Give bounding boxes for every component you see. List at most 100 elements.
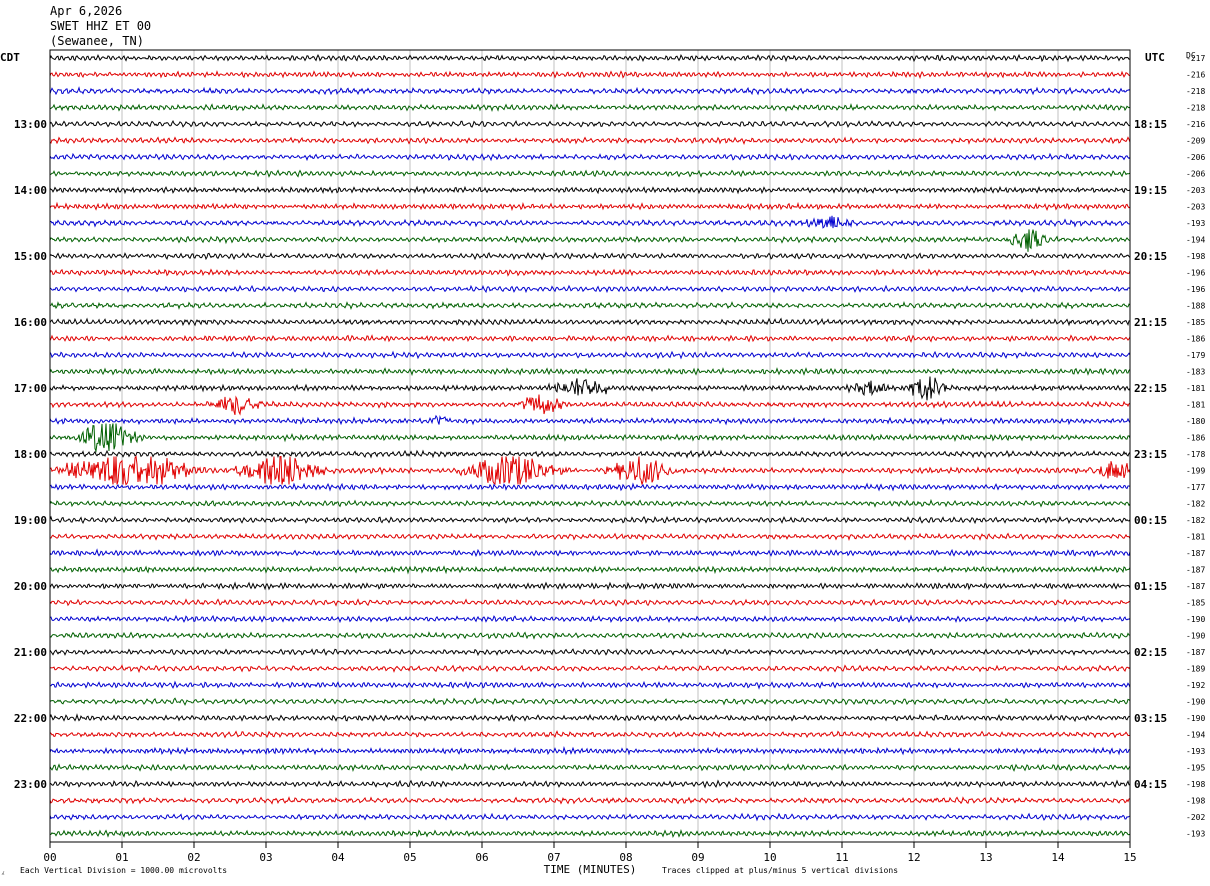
dc-offset-labels: -217 -216 -218 -218 -216 -209 -206 -206 -203 -203… bbox=[1186, 54, 1205, 839]
x-tick-label: 01 bbox=[115, 851, 128, 864]
dc-offset-value: -187 bbox=[1186, 566, 1205, 575]
trace-line bbox=[49, 103, 1131, 113]
station-code: SWET HHZ ET 00 bbox=[50, 19, 152, 33]
cdt-axis-label: CDT bbox=[0, 51, 20, 64]
trace-line bbox=[49, 169, 1131, 178]
trace-line bbox=[49, 449, 1131, 459]
dc-offset-value: -193 bbox=[1186, 219, 1205, 228]
trace-line bbox=[49, 136, 1131, 146]
utc-hour-label: 22:15 bbox=[1134, 382, 1167, 395]
dc-offset-value: -188 bbox=[1186, 302, 1205, 311]
dc-offset-value: -190 bbox=[1186, 632, 1205, 641]
dc-offset-value: -181 bbox=[1186, 384, 1205, 393]
dc-offset-value: -178 bbox=[1186, 450, 1205, 459]
trace-line bbox=[49, 53, 1131, 63]
dc-offset-value: -216 bbox=[1186, 71, 1205, 80]
dc-offset-value: -186 bbox=[1186, 335, 1205, 344]
utc-hour-label: 23:15 bbox=[1134, 448, 1167, 461]
cdt-hour-label: 22:00 bbox=[14, 712, 47, 725]
trace-line bbox=[49, 350, 1131, 360]
trace-line bbox=[50, 680, 1131, 690]
dc-offset-value: -189 bbox=[1186, 665, 1205, 674]
trace-line bbox=[49, 648, 1131, 657]
utc-hour-label: 19:15 bbox=[1134, 184, 1167, 197]
dc-offset-value: -217 bbox=[1186, 54, 1205, 63]
dc-offset-value: -190 bbox=[1186, 714, 1205, 723]
dc-offset-value: -198 bbox=[1186, 252, 1205, 261]
cdt-hour-label: 14:00 bbox=[14, 184, 47, 197]
dc-offset-value: -186 bbox=[1186, 434, 1205, 443]
x-tick-label: 07 bbox=[547, 851, 560, 864]
trace-line bbox=[50, 532, 1131, 542]
trace-line bbox=[49, 268, 1131, 277]
cdt-hour-label: 19:00 bbox=[14, 514, 47, 527]
cdt-hour-label: 17:00 bbox=[14, 382, 47, 395]
trace-line bbox=[49, 812, 1131, 822]
cdt-hour-label: 13:00 bbox=[14, 118, 47, 131]
trace-line bbox=[49, 730, 1131, 739]
x-tick-label: 09 bbox=[691, 851, 704, 864]
plot-date: Apr 6,2026 bbox=[50, 4, 123, 18]
cdt-hour-label: 16:00 bbox=[14, 316, 47, 329]
x-axis-title: TIME (MINUTES) bbox=[544, 863, 637, 876]
x-tick-label: 08 bbox=[619, 851, 632, 864]
footer-marker: ⁁ bbox=[2, 866, 4, 875]
dc-offset-value: -182 bbox=[1186, 516, 1205, 525]
x-tick-label: 15 bbox=[1123, 851, 1136, 864]
trace-line bbox=[49, 548, 1131, 558]
x-tick-label: 14 bbox=[1051, 851, 1065, 864]
utc-hour-label: 20:15 bbox=[1134, 250, 1167, 263]
dc-offset-value: -196 bbox=[1186, 285, 1205, 294]
grid-lines bbox=[121, 50, 1059, 842]
seismic-traces bbox=[49, 53, 1131, 839]
dc-offset-value: -193 bbox=[1186, 747, 1205, 756]
dc-offset-value: -218 bbox=[1186, 87, 1205, 96]
dc-offset-value: -198 bbox=[1186, 780, 1205, 789]
trace-line bbox=[49, 598, 1131, 607]
dc-offset-value: -198 bbox=[1186, 797, 1205, 806]
trace-line bbox=[49, 317, 1131, 327]
trace-line bbox=[49, 697, 1131, 706]
utc-hour-label: 00:15 bbox=[1134, 514, 1167, 527]
utc-hour-label: 04:15 bbox=[1134, 778, 1167, 791]
utc-hour-label: 21:15 bbox=[1134, 316, 1167, 329]
plot-frame bbox=[49, 49, 1131, 843]
dc-offset-value: -183 bbox=[1186, 368, 1205, 377]
dc-offset-value: -218 bbox=[1186, 104, 1205, 113]
x-tick-label: 04 bbox=[331, 851, 345, 864]
dc-offset-value: -181 bbox=[1186, 401, 1205, 410]
x-tick-label: 02 bbox=[187, 851, 200, 864]
trace-line bbox=[49, 482, 1131, 492]
x-tick-label: 00 bbox=[43, 851, 56, 864]
trace-line bbox=[49, 515, 1131, 525]
dc-offset-value: -177 bbox=[1186, 483, 1205, 492]
trace-line bbox=[49, 414, 1131, 426]
dc-column-label: DC bbox=[1186, 51, 1196, 60]
trace-line bbox=[49, 631, 1131, 640]
trace-line bbox=[49, 763, 1131, 772]
trace-line bbox=[49, 86, 1131, 96]
trace-line bbox=[49, 334, 1131, 343]
utc-hour-label: 03:15 bbox=[1134, 712, 1167, 725]
dc-offset-value: -192 bbox=[1186, 681, 1205, 690]
dc-offset-value: -199 bbox=[1186, 467, 1205, 476]
dc-offset-value: -187 bbox=[1186, 582, 1205, 591]
utc-hour-label: 18:15 bbox=[1134, 118, 1167, 131]
trace-line bbox=[49, 581, 1131, 591]
dc-offset-value: -194 bbox=[1186, 236, 1205, 245]
x-tick-label: 05 bbox=[403, 851, 416, 864]
utc-hour-label: 01:15 bbox=[1134, 580, 1167, 593]
dc-offset-value: -181 bbox=[1186, 533, 1205, 542]
trace-line bbox=[49, 215, 1131, 229]
dc-offset-value: -202 bbox=[1186, 813, 1205, 822]
dc-offset-value: -203 bbox=[1186, 203, 1205, 212]
dc-offset-value: -187 bbox=[1186, 549, 1205, 558]
dc-offset-value: -195 bbox=[1186, 764, 1205, 773]
dc-offset-value: -206 bbox=[1186, 153, 1205, 162]
x-tick-label: 11 bbox=[835, 851, 848, 864]
station-location: (Sewanee, TN) bbox=[50, 34, 144, 48]
cdt-hour-label: 18:00 bbox=[14, 448, 47, 461]
dc-offset-value: -203 bbox=[1186, 186, 1205, 195]
trace-line bbox=[49, 376, 1131, 401]
